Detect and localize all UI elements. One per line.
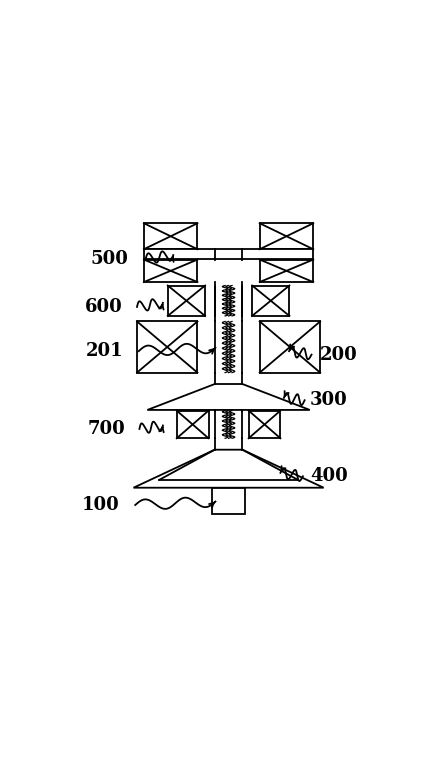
Text: 300: 300 [310,391,348,410]
Bar [260,260,313,282]
Text: 201: 201 [85,342,123,360]
Bar [212,488,245,514]
Bar [248,410,281,438]
Text: 600: 600 [85,298,123,316]
Bar [144,249,313,259]
Bar [144,223,198,249]
Bar [260,322,320,372]
Text: 500: 500 [91,250,128,268]
Text: 100: 100 [82,496,120,514]
Bar [168,285,205,316]
Bar [177,410,209,438]
Text: 400: 400 [310,467,348,485]
Bar [144,260,198,282]
Text: 200: 200 [320,346,358,363]
Text: 700: 700 [88,420,126,438]
Bar [137,322,198,372]
Bar [252,285,289,316]
Bar [260,223,313,249]
